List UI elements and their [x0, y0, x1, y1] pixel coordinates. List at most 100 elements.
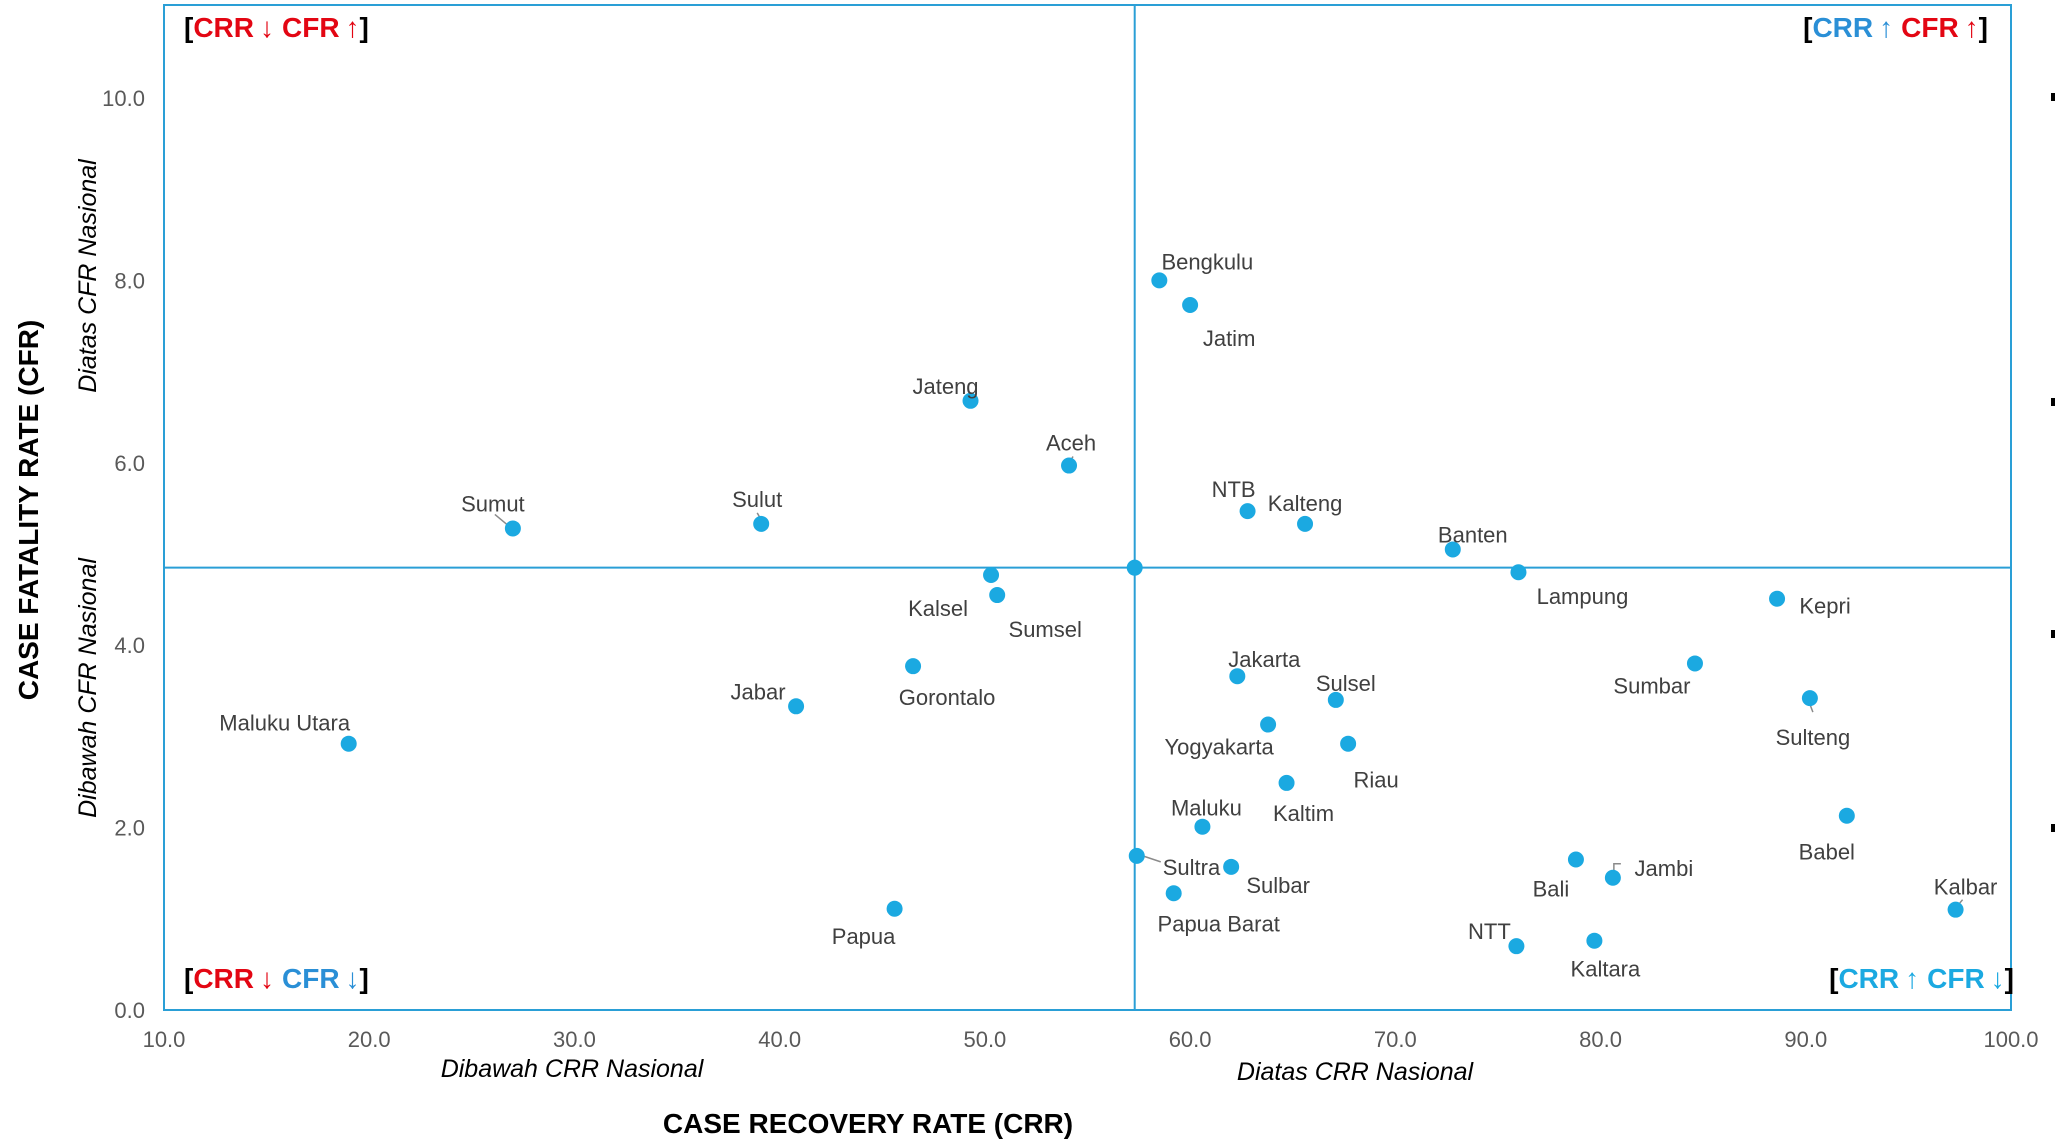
point-label: Jatim — [1203, 326, 1256, 351]
point-label: Riau — [1354, 768, 1399, 793]
data-point — [1510, 564, 1527, 581]
leader-line — [1613, 863, 1621, 872]
y-axis-title: CASE FATALITY RATE (CFR) — [13, 320, 44, 701]
zone-label-x-below: Dibawah CRR Nasional — [441, 1055, 705, 1083]
data-point — [1223, 858, 1240, 875]
plot-frame — [163, 4, 2012, 1011]
data-point — [340, 735, 357, 752]
point-label: Sultra — [1163, 855, 1221, 880]
point-label: Yogyakarta — [1164, 735, 1274, 760]
point-label: Jabar — [731, 679, 786, 704]
point-label: Kepri — [1799, 594, 1850, 619]
point-label: Aceh — [1046, 431, 1096, 456]
right-edge-marks — [2051, 93, 2055, 832]
point-label: Bali — [1533, 877, 1570, 902]
quadrant-label-top-left: [CRR ↓ CFR ↑] — [184, 12, 369, 43]
quadrant-label-top-right: [CRR ↑ CFR ↑] — [1803, 12, 1988, 43]
data-point — [886, 900, 903, 917]
data-point — [504, 520, 521, 537]
point-label: Sumbar — [1613, 673, 1690, 698]
y-tick-label: 10.0 — [102, 86, 145, 111]
data-point — [1947, 901, 1964, 918]
zone-label-x-above: Diatas CRR Nasional — [1237, 1058, 1475, 1086]
data-point — [1586, 932, 1603, 949]
quadrant-label-bottom-left: [CRR ↓ CFR ↓] — [184, 963, 369, 994]
point-label: Babel — [1799, 840, 1855, 865]
data-point — [1239, 503, 1256, 520]
x-tick-label: 80.0 — [1579, 1027, 1622, 1052]
point-label: Jambi — [1635, 856, 1694, 881]
x-tick-label: 70.0 — [1374, 1027, 1417, 1052]
x-axis-title: CASE RECOVERY RATE (CRR) — [663, 1108, 1073, 1139]
leader-line — [494, 513, 508, 526]
point-label: Sulteng — [1776, 725, 1851, 750]
data-point — [1278, 774, 1295, 791]
point-label: Kaltara — [1571, 957, 1641, 982]
data-point — [788, 698, 805, 715]
point-label: Sumut — [461, 491, 525, 516]
data-point — [1165, 885, 1182, 902]
point-label: Kalbar — [1934, 875, 1998, 900]
data-point — [1567, 851, 1584, 868]
x-tick-label: 40.0 — [758, 1027, 801, 1052]
point-label: Kalsel — [908, 596, 968, 621]
data-point — [1838, 807, 1855, 824]
point-label: Jateng — [912, 374, 978, 399]
data-point — [1508, 938, 1525, 955]
point-label: Kaltim — [1273, 801, 1334, 826]
data-point — [1340, 735, 1357, 752]
data-point — [1126, 559, 1143, 576]
data-points — [340, 272, 1964, 955]
point-label: Papua — [832, 924, 896, 949]
point-label: Banten — [1438, 522, 1508, 547]
data-point — [1182, 297, 1199, 314]
data-point — [753, 515, 770, 532]
point-label: Sulsel — [1316, 671, 1376, 696]
data-point — [1128, 847, 1145, 864]
point-label: Lampung — [1537, 584, 1629, 609]
y-axis-ticks: 0.0 2.0 4.0 6.0 8.0 10.0 — [102, 86, 145, 1023]
x-tick-label: 30.0 — [553, 1027, 596, 1052]
point-label: Sumsel — [1009, 617, 1082, 642]
point-label: Jakarta — [1228, 647, 1301, 672]
point-label: NTT — [1468, 919, 1511, 944]
leader-lines — [494, 456, 1964, 907]
data-point — [1194, 818, 1211, 835]
zone-label-y-above: Diatas CFR Nasional — [74, 158, 102, 393]
x-tick-label: 20.0 — [348, 1027, 391, 1052]
data-point — [1604, 869, 1621, 886]
data-point — [1061, 457, 1078, 474]
x-tick-label: 50.0 — [963, 1027, 1006, 1052]
data-point — [1686, 655, 1703, 672]
data-point — [1229, 668, 1246, 685]
data-point — [983, 566, 1000, 583]
point-labels: Maluku Utara Sumut Sulut Jabar Papua Gorontal… — [219, 249, 1997, 981]
y-tick-label: 6.0 — [114, 451, 145, 476]
y-tick-label: 4.0 — [114, 633, 145, 658]
zone-label-y-below: Dibawah CFR Nasional — [74, 557, 102, 818]
point-label: Gorontalo — [899, 685, 996, 710]
data-point — [962, 392, 979, 409]
data-point — [1444, 541, 1461, 558]
x-axis-ticks: 10.0 20.0 30.0 40.0 50.0 60.0 70.0 80.0 90.0 100.… — [143, 1027, 2039, 1052]
data-point — [1297, 515, 1314, 532]
leader-line — [1142, 855, 1161, 863]
y-tick-label: 8.0 — [114, 268, 145, 293]
point-label: Papua Barat — [1158, 911, 1280, 936]
x-tick-label: 100.0 — [1983, 1027, 2038, 1052]
x-tick-label: 90.0 — [1784, 1027, 1827, 1052]
point-label: Kalteng — [1268, 491, 1343, 516]
point-label: Sulbar — [1246, 873, 1310, 898]
data-point — [1769, 590, 1786, 607]
data-point — [1801, 690, 1818, 707]
data-point — [989, 587, 1006, 604]
point-label: NTB — [1212, 477, 1256, 502]
data-point — [905, 658, 922, 675]
y-tick-label: 0.0 — [114, 998, 145, 1023]
data-point — [1260, 716, 1277, 733]
point-label: Maluku — [1171, 796, 1242, 821]
x-tick-label: 10.0 — [143, 1027, 186, 1052]
point-label: Sulut — [732, 487, 782, 512]
y-tick-label: 2.0 — [114, 816, 145, 841]
